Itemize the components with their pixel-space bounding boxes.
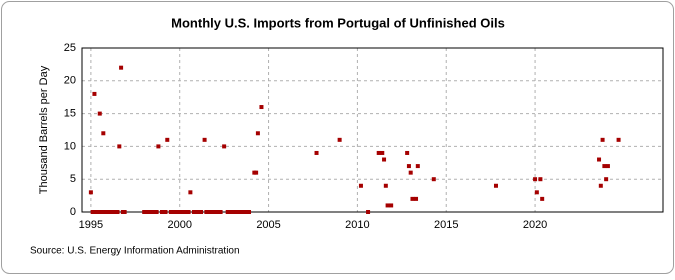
point	[254, 170, 259, 175]
point	[163, 210, 168, 214]
point	[366, 210, 371, 214]
point	[227, 210, 232, 214]
point	[534, 190, 539, 195]
point	[414, 196, 419, 201]
y-tick-label: 5	[70, 173, 76, 185]
y-tick-label: 20	[64, 75, 76, 87]
point	[186, 210, 191, 214]
y-tick-label: 25	[64, 42, 76, 54]
point	[92, 91, 97, 96]
point	[597, 157, 602, 162]
point	[142, 210, 147, 214]
point	[222, 144, 227, 149]
point	[380, 150, 385, 155]
point	[600, 137, 605, 142]
point	[598, 183, 603, 188]
y-tick-label: 15	[64, 108, 76, 120]
point	[415, 164, 420, 169]
point	[174, 210, 179, 214]
point	[117, 144, 122, 149]
point	[406, 164, 411, 169]
point	[383, 183, 388, 188]
point	[247, 210, 252, 214]
point	[616, 137, 621, 142]
point	[337, 137, 342, 142]
point	[385, 203, 390, 208]
point	[493, 183, 498, 188]
x-tick-label: 2005	[256, 219, 280, 231]
point	[382, 157, 387, 162]
frame	[1, 1, 674, 274]
point	[101, 131, 106, 136]
x-tick-label: 2000	[167, 219, 191, 231]
point	[154, 210, 159, 214]
point	[209, 210, 214, 214]
x-tick-label: 2020	[523, 219, 547, 231]
x-tick-label: 2015	[434, 219, 458, 231]
y-axis-label: Thousand Barrels per Day	[38, 65, 50, 194]
point	[218, 210, 223, 214]
point	[90, 210, 95, 214]
point	[159, 210, 164, 214]
point	[202, 137, 207, 142]
point	[314, 150, 319, 155]
source-note: Source: U.S. Energy Information Administ…	[30, 246, 240, 257]
point	[213, 210, 218, 214]
point	[605, 164, 610, 169]
y-tick-label: 0	[70, 206, 76, 218]
point	[540, 196, 545, 201]
point	[95, 210, 100, 214]
point	[104, 210, 109, 214]
point	[115, 210, 120, 214]
point	[410, 196, 415, 201]
point	[99, 210, 104, 214]
point	[188, 190, 193, 195]
point	[204, 210, 209, 214]
point	[108, 210, 113, 214]
y-tick-label: 10	[64, 140, 76, 152]
point	[538, 177, 543, 182]
point	[119, 65, 124, 70]
point	[405, 150, 410, 155]
point	[199, 210, 204, 214]
x-tick-label: 1995	[79, 219, 103, 231]
point	[168, 210, 173, 214]
point	[195, 210, 200, 214]
point	[97, 111, 102, 116]
point	[259, 105, 264, 110]
point	[602, 164, 607, 169]
point	[604, 177, 609, 182]
point	[177, 210, 182, 214]
point	[255, 131, 260, 136]
point	[191, 210, 196, 214]
point	[151, 210, 156, 214]
point	[122, 210, 127, 214]
chart-title: Monthly U.S. Imports from Portugal of Un…	[171, 15, 505, 30]
point	[165, 137, 170, 142]
point	[408, 170, 413, 175]
point	[376, 150, 381, 155]
point	[533, 177, 538, 182]
point	[236, 210, 241, 214]
point	[156, 144, 161, 149]
point	[231, 210, 236, 214]
x-tick-label: 2010	[345, 219, 369, 231]
point	[431, 177, 436, 182]
point	[183, 210, 188, 214]
plot-border	[81, 47, 664, 213]
point	[239, 210, 244, 214]
point	[147, 210, 152, 214]
point	[389, 203, 394, 208]
point	[88, 190, 93, 195]
point	[358, 183, 363, 188]
